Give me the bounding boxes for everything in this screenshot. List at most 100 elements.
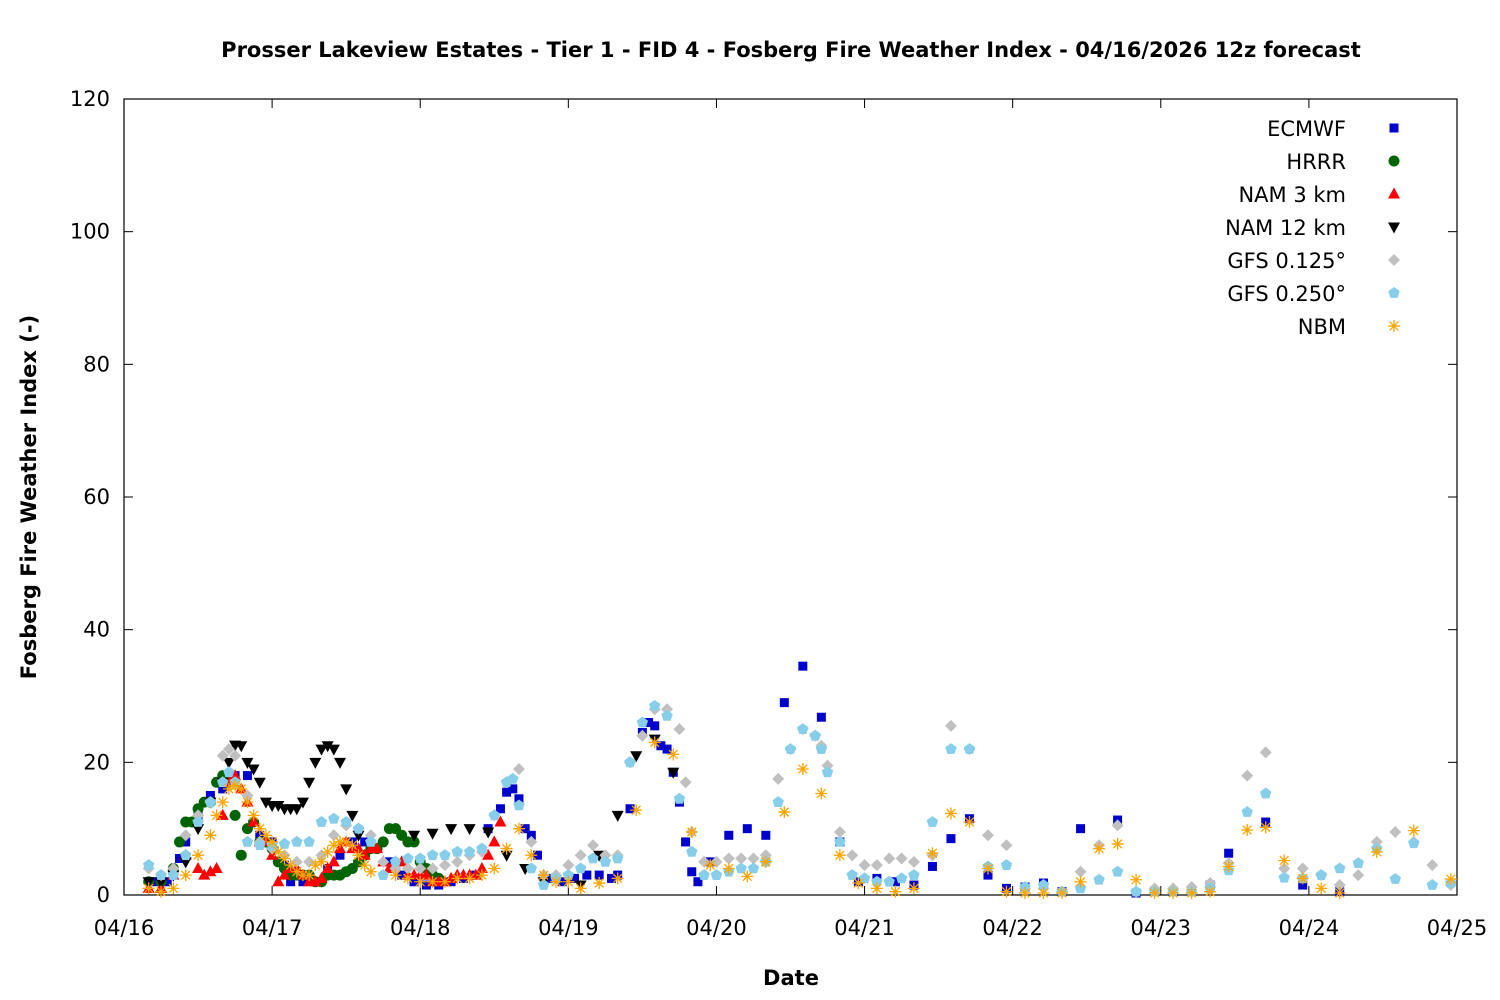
nbm-point [1093,842,1106,855]
gfs-0-250-point [772,796,784,807]
gfs-0-250-point [414,852,426,864]
nbm-point [574,882,587,895]
nam-12-km-point [192,824,205,836]
nbm-point [309,859,322,872]
nbm-point [1130,873,1143,886]
gfs-0-125-point [401,862,414,875]
x-tick-label: 04/18 [390,916,451,940]
legend-marker-gfs-0-250 [1388,287,1400,298]
gfs-0-125-point [438,859,451,872]
gfs-0-250-point [223,766,235,778]
nbm-point [296,869,309,882]
y-tick-label: 100 [70,220,110,244]
nam-12-km-point [296,797,309,809]
gfs-0-250-point [291,835,303,847]
nam-12-km-point [611,810,624,822]
gfs-0-250-point [155,869,167,880]
nbm-point [1148,887,1161,900]
gfs-0-250-point [352,822,365,834]
nbm-point [142,882,155,895]
x-tick-label: 04/22 [982,916,1043,940]
ecmwf-point [798,661,808,671]
nbm-point [1315,882,1328,895]
ecmwf-point [218,784,228,794]
gfs-0-125-point [722,852,735,865]
gfs-0-125-point [562,859,575,872]
gfs-0-250-point [402,852,414,864]
nam-12-km-point [315,744,328,756]
ecmwf-point [890,877,900,887]
nbm-point [1296,872,1309,885]
gfs-0-250-point [661,709,673,721]
nbm-point [463,872,476,885]
gfs-0-250-point [612,852,624,864]
ecmwf-point [644,718,654,728]
ecmwf-point [532,850,542,860]
data-points [142,661,1457,900]
x-tick-label: 04/19 [538,916,599,940]
nbm-point [648,736,661,749]
gfs-0-125-point [1333,879,1346,892]
nam-12-km-point [445,824,458,836]
nam-3-km-point [488,835,501,847]
nbm-point [870,882,883,895]
gfs-0-250-point [562,869,574,880]
gfs-0-125-point [1074,865,1087,878]
nbm-point [1444,873,1457,886]
gfs-0-250-point [463,845,476,857]
x-tick-label: 04/24 [1279,916,1340,940]
gfs-0-250-point [821,766,834,778]
ecmwf-point [409,877,419,887]
nbm-point [981,862,994,875]
gfs-0-125-point [303,855,316,868]
nbm-point [1111,837,1124,850]
gfs-0-250-point [476,842,488,854]
nbm-point [216,796,229,809]
nam-3-km-point [272,875,285,887]
x-tick-label: 04/25 [1427,916,1488,940]
nbm-point [796,762,809,775]
nam-3-km-point [327,855,340,867]
ecmwf-point [693,877,703,887]
ecmwf-point [656,741,666,751]
nam-3-km-point [494,815,507,827]
gfs-0-250-point [747,862,760,874]
nam-12-km-point [346,810,359,822]
nbm-point [611,872,624,885]
nbm-point [179,869,192,882]
gfs-0-125-point [747,852,760,865]
ecmwf-point [983,870,993,880]
gfs-0-250-point [439,849,451,861]
nbm-point [401,872,414,885]
nam-12-km-point [253,777,266,789]
ecmwf-point [526,830,536,840]
nbm-point [1037,887,1050,900]
nbm-point [525,849,538,862]
legend-label-gfs-0-125: GFS 0.125° [1227,249,1346,273]
gfs-0-250-point [636,716,649,728]
hrrr-point [408,836,420,848]
gfs-0-125-point [883,852,896,865]
nbm-point [889,885,902,898]
gfs-0-250-point [217,776,229,788]
nam-3-km-point [210,861,223,873]
nbm-point [685,825,698,838]
hrrr-point [235,849,247,861]
gfs-0-250-point [180,849,192,861]
ecmwf-point [946,834,956,844]
nbm-point [235,782,248,795]
nbm-point [358,859,371,872]
gfs-0-125-point [179,829,192,842]
gfs-0-250-point [525,862,537,874]
gfs-0-250-point [278,837,291,849]
gfs-0-125-point [1426,859,1439,872]
ecmwf-point [687,867,697,877]
legend-marker-hrrr [1388,155,1400,167]
ecmwf-point [360,837,370,847]
gfs-0-250-point [377,869,389,880]
nam-3-km-point [371,842,384,854]
gfs-0-125-point [1000,839,1013,852]
gfs-0-250-point [241,835,254,847]
ecmwf-point [681,837,691,847]
gfs-0-250-point [895,872,908,884]
